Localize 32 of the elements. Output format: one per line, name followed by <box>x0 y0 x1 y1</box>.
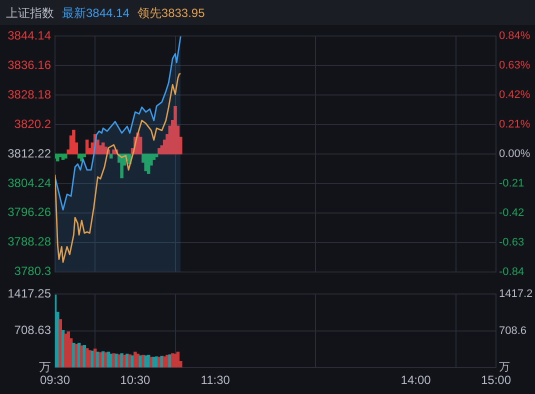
y2-tick-label: -0.42 <box>499 206 524 219</box>
y-tick-label: 3780.3 <box>14 264 52 278</box>
x-tick-label: 09:30 <box>40 373 70 388</box>
y-tick-label: 3836.16 <box>8 58 52 72</box>
y2-tick-label: 708.6 <box>499 324 527 337</box>
y2-tick-label: 万 <box>499 362 510 374</box>
y2-tick-label: 1417.2 <box>499 288 533 300</box>
x-tick-label: 14:00 <box>400 373 432 388</box>
chart-title: 上证指数 <box>6 5 54 22</box>
y-tick-label: 3812.22 <box>8 146 52 160</box>
x-tick-label: 10:30 <box>120 373 151 388</box>
y2-tick-label: 0.42% <box>499 89 530 102</box>
y-tick-label: 万 <box>39 360 51 374</box>
y-tick-label: 3796.26 <box>8 205 52 220</box>
y-tick-label: 708.63 <box>14 323 52 338</box>
y2-tick-label: 0.63% <box>499 60 530 72</box>
y2-tick-label: 0.84% <box>499 30 530 42</box>
y2-tick-label: -0.63 <box>499 236 524 248</box>
y-tick-label: 3788.28 <box>8 234 52 249</box>
text: 最新3844.14 <box>62 5 130 22</box>
x-tick-label: 11:30 <box>200 373 230 388</box>
x-tick-label: 15:00 <box>480 373 512 388</box>
y2-tick-label: -0.21 <box>499 177 524 190</box>
y2-tick-label: -0.84 <box>499 266 524 278</box>
y2-tick-label: 0.00% <box>499 148 530 160</box>
y-tick-label: 1417.25 <box>8 286 52 301</box>
y2-tick-label: 0.21% <box>499 118 530 131</box>
y-tick-label: 3828.18 <box>8 87 52 102</box>
text: 领先3833.95 <box>137 5 205 22</box>
y-tick-label: 3844.14 <box>8 28 52 43</box>
y-tick-label: 3804.24 <box>8 176 52 190</box>
y-tick-label: 3820.2 <box>14 116 52 131</box>
